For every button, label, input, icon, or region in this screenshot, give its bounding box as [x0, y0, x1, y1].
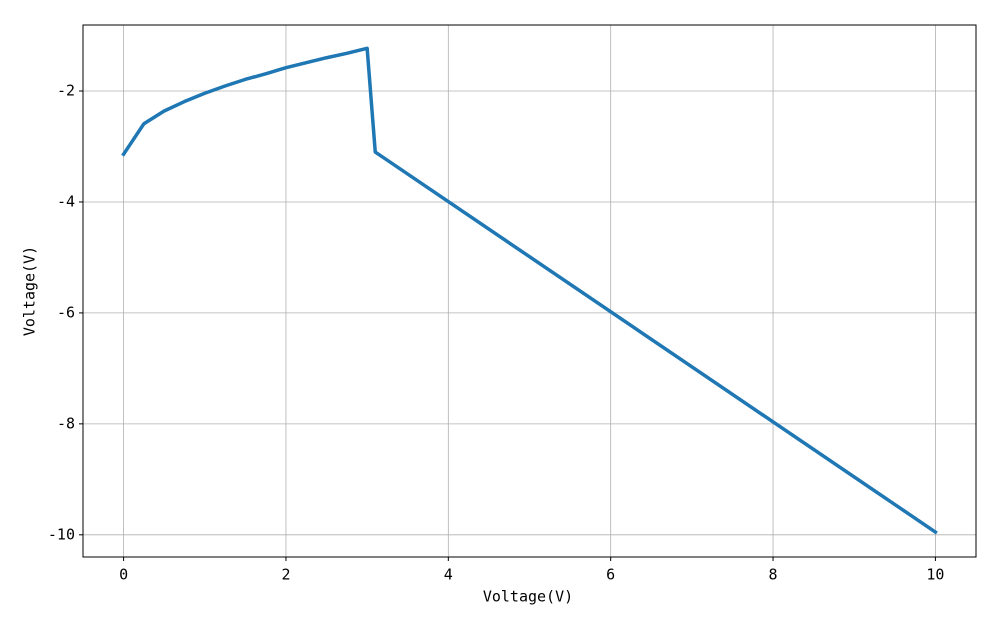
x-tick-label: 4 — [444, 566, 453, 584]
y-tick-label: -10 — [48, 525, 75, 543]
y-axis-label: Voltage(V) — [21, 246, 39, 336]
x-tick-label: 10 — [926, 566, 944, 584]
x-tick-label: 0 — [119, 566, 128, 584]
y-tick-label: -8 — [57, 414, 75, 432]
data-line — [121, 46, 938, 535]
y-tick-label: -2 — [57, 82, 75, 100]
x-tick-label: 6 — [606, 566, 615, 584]
y-tick-label: -6 — [57, 303, 75, 321]
y-tick-label: -4 — [57, 192, 75, 210]
x-tick-label: 8 — [769, 566, 778, 584]
x-tick-label: 2 — [281, 566, 290, 584]
plot-frame — [82, 24, 977, 558]
x-axis-label: Voltage(V) — [483, 588, 573, 606]
